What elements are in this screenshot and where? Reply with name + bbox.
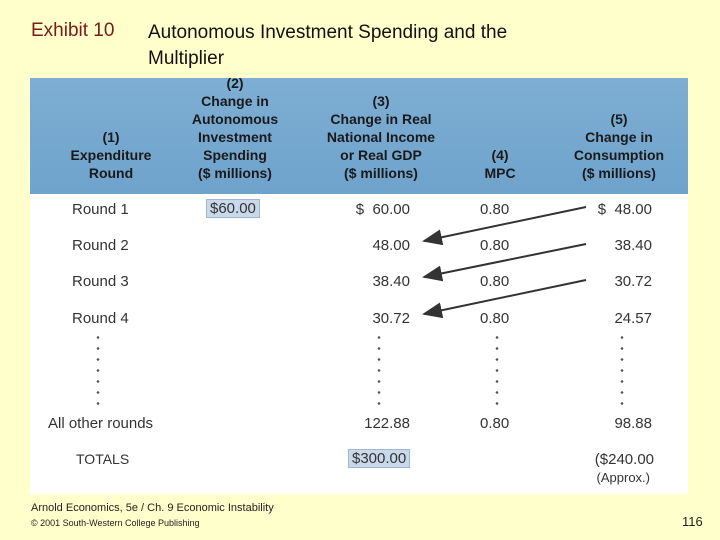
total-consumption-value: ($240.00	[594, 451, 654, 468]
consumption-value: 30.72	[614, 273, 652, 290]
arrow-round1-to-round2	[422, 206, 587, 246]
continuation-dots	[620, 332, 624, 410]
income-value: $ 60.00	[355, 201, 410, 218]
header-income-gdp: (3) Change in Real National Income or Re…	[326, 93, 436, 181]
income-value: 122.88	[364, 415, 410, 432]
round-label: Round 2	[72, 237, 129, 254]
consumption-value: 38.40	[614, 237, 652, 254]
investment-value: $60.00	[206, 199, 260, 218]
consumption-value: 24.57	[614, 310, 652, 327]
mpc-value: 0.80	[480, 310, 510, 327]
header-investment-spending: (2) Change in Autonomous Investment Spen…	[191, 75, 279, 181]
table-header: (1) Expenditure Round (2) Change in Auto…	[30, 75, 688, 194]
header-expenditure-round: (1) Expenditure Round	[70, 129, 152, 181]
round-label: Round 3	[72, 273, 129, 290]
page-number: 116	[682, 514, 703, 529]
round-label: Round 4	[72, 310, 129, 327]
consumption-value: 98.88	[614, 415, 652, 432]
total-income-value: $300.00	[348, 449, 411, 468]
income-value: 48.00	[372, 237, 410, 254]
income-value: 38.40	[372, 273, 410, 290]
source-citation: Arnold Economics, 5e / Ch. 9 Economic In…	[31, 502, 274, 514]
round-label: All other rounds	[48, 415, 154, 432]
round-label: Round 1	[72, 201, 129, 218]
totals-label: TOTALS	[76, 451, 130, 467]
mpc-value: 0.80	[480, 237, 510, 254]
copyright-notice: © 2001 South-Western College Publishing	[31, 518, 200, 528]
exhibit-number: Exhibit 10	[31, 20, 115, 41]
header-consumption: (5) Change in Consumption ($ millions)	[573, 111, 665, 181]
continuation-dots	[495, 332, 499, 410]
arrow-round3-to-round4	[422, 279, 587, 319]
continuation-dots	[96, 332, 100, 410]
consumption-value: $ 48.00	[597, 201, 652, 218]
mpc-value: 0.80	[480, 415, 510, 432]
multiplier-table: (1) Expenditure Round (2) Change in Auto…	[30, 75, 688, 494]
total-consumption-note: (Approx.)	[596, 470, 650, 485]
header-mpc: (4) MPC	[484, 147, 516, 181]
continuation-dots	[377, 332, 381, 410]
mpc-value: 0.80	[480, 273, 510, 290]
arrow-round2-to-round3	[422, 243, 587, 282]
income-value: 30.72	[372, 310, 410, 327]
exhibit-title: Autonomous Investment Spending and the M…	[148, 22, 508, 69]
mpc-value: 0.80	[480, 201, 510, 218]
